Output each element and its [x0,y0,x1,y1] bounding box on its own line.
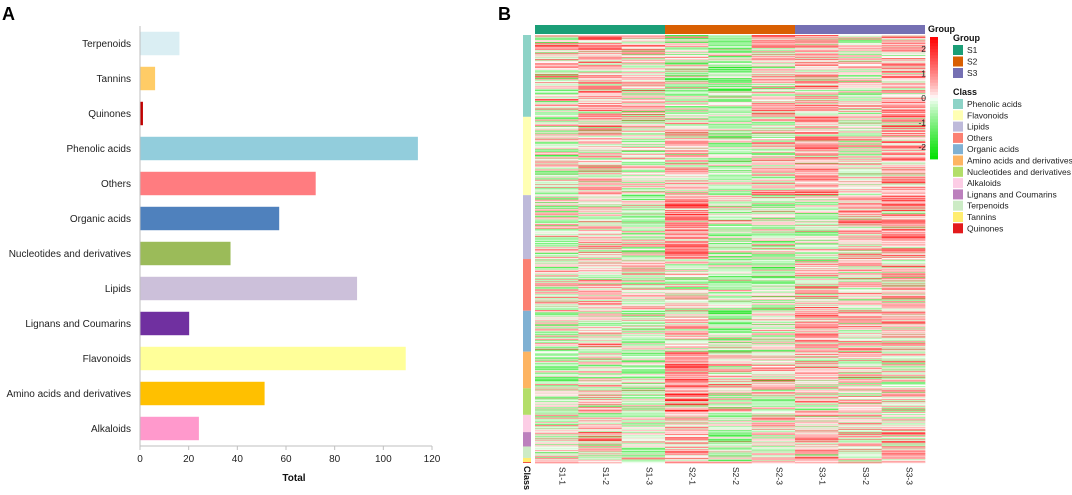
category-label: Alkaloids [91,424,131,435]
x-tick-label: 0 [137,454,143,465]
x-axis-title: Total [282,473,305,484]
class-annotation-segment [523,311,531,352]
category-label: Lignans and Coumarins [25,319,131,330]
bar [141,32,180,55]
x-tick-label: 120 [424,454,441,465]
x-tick-label: 60 [280,454,292,465]
group-bar-s2 [665,25,795,34]
bar [141,102,143,125]
panel-label-a: A [2,4,15,24]
category-label: Nucleotides and derivatives [9,249,131,260]
group-bar-s1 [535,25,665,34]
bar [141,277,358,300]
category-label: Amino acids and derivatives [6,389,131,400]
group-bar-label: Group [928,24,955,34]
class-annotation-segment [523,352,531,389]
x-tick-label: 40 [232,454,244,465]
category-label: Organic acids [70,214,131,225]
bar [141,172,316,195]
bar [141,312,190,335]
class-annotation-segment [523,195,531,259]
class-annotation-segment [523,259,531,311]
bar [141,382,265,405]
group-bar-s3 [795,25,925,34]
category-label: Quinones [88,109,131,120]
category-label: Terpenoids [82,39,131,50]
category-label: Others [101,179,131,190]
category-label: Flavonoids [83,354,131,365]
class-annotation-segment [523,415,531,432]
category-label: Lipids [105,284,131,295]
x-tick-label: 20 [183,454,195,465]
class-annotation-segment [523,388,531,415]
bar [141,137,418,160]
x-tick-label: 80 [329,454,341,465]
bar [141,242,231,265]
bar [141,67,156,90]
x-tick-label: 100 [375,454,392,465]
bar-chart: Terpenoids Tannins Quinones Phenolic acids O… [6,26,440,484]
bar [141,347,406,370]
category-label: Phenolic acids [67,144,131,155]
class-annotation-segment [523,117,531,195]
panel-label-b: B [498,4,511,24]
category-label: Tannins [97,74,131,85]
bar [141,417,199,440]
bar [141,207,280,230]
class-annotation-segment [523,35,531,117]
